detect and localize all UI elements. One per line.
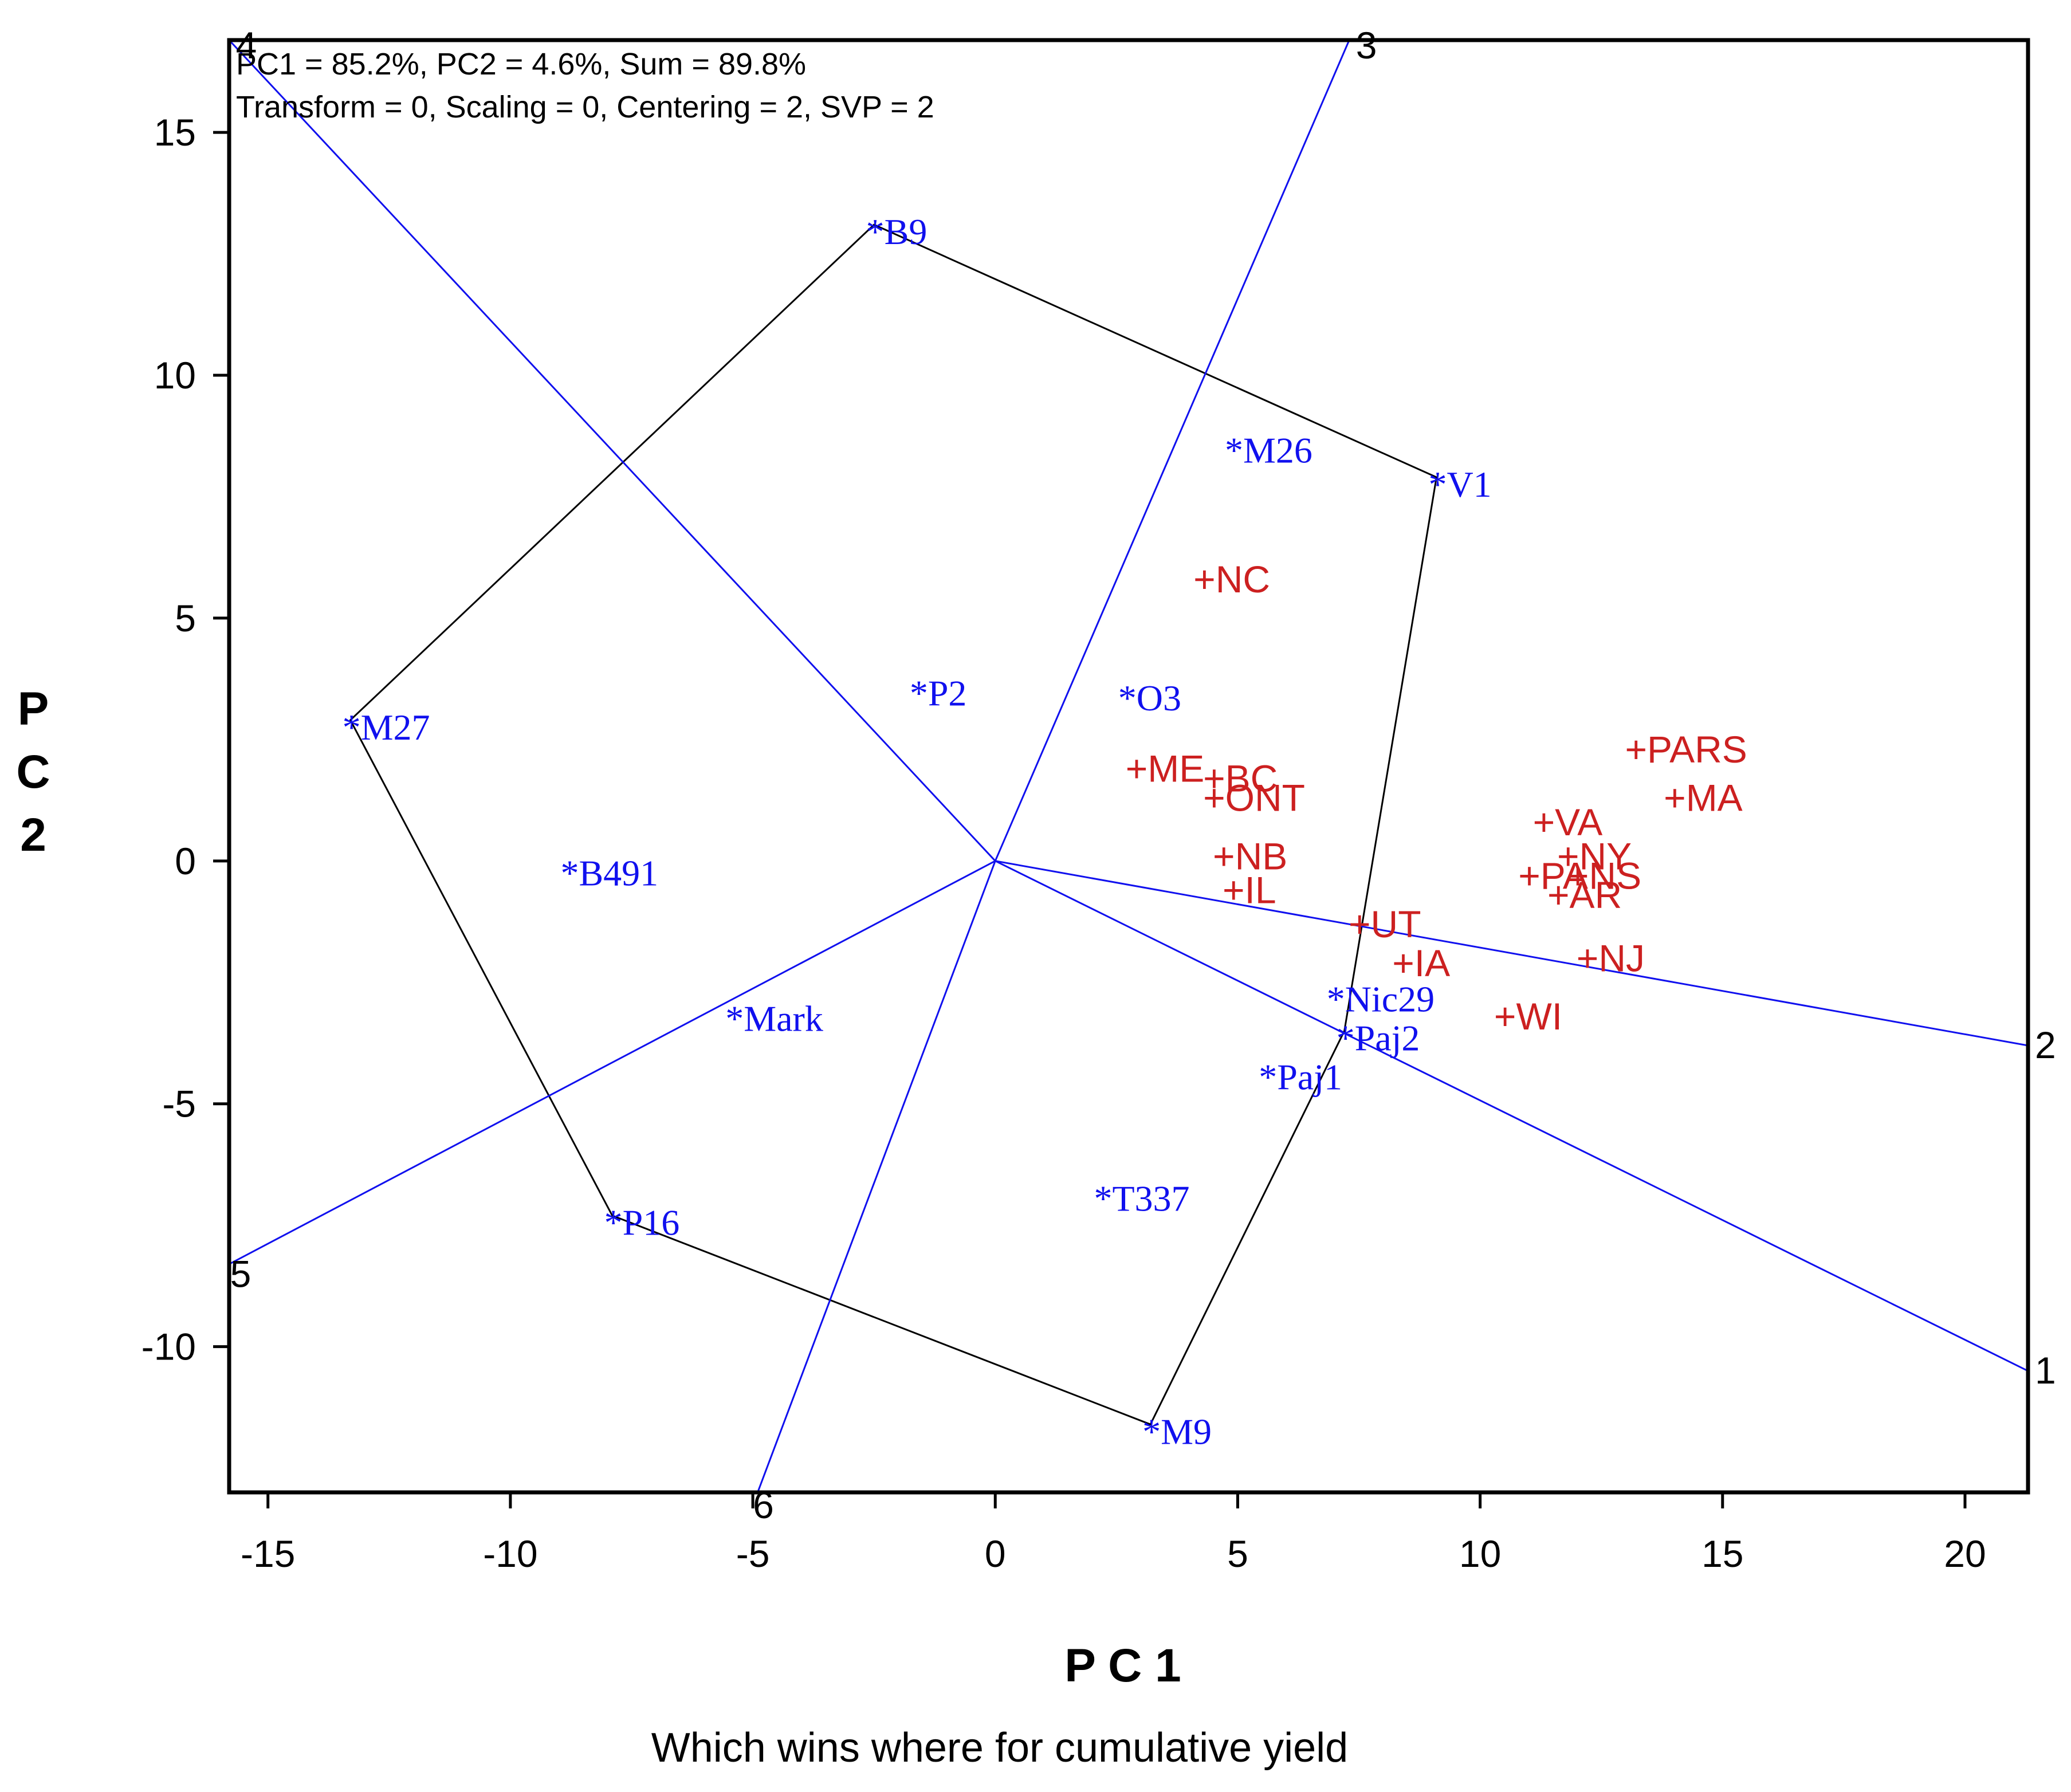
sector-label-1: 1: [2035, 1349, 2056, 1392]
environment-point-ont: +ONT: [1203, 777, 1305, 819]
genotype-point-t337: *T337: [1094, 1178, 1189, 1219]
sector-label-4: 4: [236, 24, 257, 66]
x-axis: -15 -10 -5 0 5 10 15 20: [241, 1492, 1986, 1575]
environment-layer: +NC +PARS +MA +ME+BC+ONT +VA+NY +NB +PA+NS+AR +…: [1126, 558, 1747, 1038]
environment-point-ia: +IA: [1392, 942, 1450, 984]
sector-ray-2: [995, 860, 2028, 1047]
plot-frame: [227, 38, 2030, 1495]
sector-label-5: 5: [230, 1253, 251, 1295]
genotype-point-o3: *O3: [1118, 678, 1181, 718]
environment-point-wi: +WI: [1494, 995, 1562, 1038]
environment-point-me: +ME: [1126, 748, 1205, 790]
info-text: PC1 = 85.2%, PC2 = 4.6%, Sum = 89.8% Tra…: [236, 47, 934, 124]
environment-point-pa: +PA: [1518, 854, 1588, 897]
y-axis-title-2: 2: [20, 809, 46, 861]
x-tick-label: 0: [985, 1532, 1006, 1575]
environment-point-va: +VA: [1533, 801, 1603, 843]
x-tick-label: 15: [1701, 1532, 1743, 1575]
genotype-point-p16: *P16: [604, 1202, 680, 1243]
x-tick-label: 10: [1459, 1532, 1501, 1575]
x-tick-label: -15: [241, 1532, 295, 1575]
environment-point-bc: +BC: [1203, 757, 1278, 800]
sector-label-3: 3: [1356, 24, 1377, 66]
sector-ray-5: [229, 860, 996, 1265]
sector-ray-layer: [229, 40, 2028, 1492]
genotype-point-paj1: *Paj1: [1259, 1056, 1342, 1097]
y-axis-title-c: C: [16, 746, 50, 798]
environment-point-nj: +NJ: [1577, 937, 1645, 979]
genotype-point-b491: *B491: [560, 852, 658, 893]
y-axis: -10 -5 0 5 10 15: [142, 111, 229, 1368]
genotype-point-m26: *M26: [1225, 430, 1312, 471]
sector-ray-6: [757, 860, 996, 1492]
info-line-variance: PC1 = 85.2%, PC2 = 4.6%, Sum = 89.8%: [236, 47, 806, 81]
environment-point-nb: +NB: [1213, 835, 1287, 877]
environment-point-il: +IL: [1223, 869, 1276, 911]
environment-point-ma: +MA: [1664, 777, 1743, 819]
genotype-point-paj2: *Paj2: [1337, 1018, 1420, 1059]
x-tick-label: -10: [483, 1532, 537, 1575]
y-tick-label: 5: [175, 597, 196, 639]
y-tick-label: -10: [142, 1326, 196, 1368]
chart-caption: Which wins where for cumulative yield: [651, 1725, 1348, 1771]
y-axis-title-p: P: [18, 683, 49, 735]
convex-hull: [349, 223, 1438, 1426]
info-line-settings: Transform = 0, Scaling = 0, Centering = …: [236, 90, 934, 124]
environment-point-nc: +NC: [1193, 558, 1270, 600]
genotype-point-p2: *P2: [910, 673, 967, 714]
sector-ray-3: [994, 40, 1350, 862]
genotype-point-m9: *M9: [1142, 1411, 1212, 1452]
genotype-point-m27: *M27: [343, 707, 430, 748]
environment-point-ut: +UT: [1349, 903, 1421, 945]
y-tick-label: 0: [175, 840, 196, 882]
x-axis-title: P C 1: [1064, 1640, 1181, 1692]
sector-label-6: 6: [753, 1484, 774, 1526]
y-tick-label: 10: [154, 354, 196, 396]
genotype-point-b9: *B9: [866, 211, 928, 252]
environment-point-ns: +NS: [1567, 854, 1641, 897]
sector-label-layer: 1 2 3 4 5 6: [230, 24, 2056, 1526]
genotype-point-nic29: *Nic29: [1327, 979, 1435, 1020]
hull-layer: [349, 223, 1438, 1426]
genotype-point-v1: *V1: [1428, 464, 1491, 505]
environment-point-pars: +PARS: [1625, 728, 1747, 771]
sector-label-2: 2: [2035, 1024, 2056, 1066]
genotype-point-mark: *Mark: [725, 999, 823, 1039]
y-tick-label: 15: [154, 111, 196, 154]
x-tick-label: -5: [736, 1532, 770, 1575]
x-tick-label: 5: [1227, 1532, 1248, 1575]
genotype-layer: *B9*M26*V1*P2 *O3*M27*B491*Mark *Nic29*Paj…: [343, 211, 1492, 1452]
y-tick-label: -5: [162, 1083, 196, 1125]
sector-ray-4: [229, 40, 996, 862]
x-tick-label: 20: [1944, 1532, 1986, 1575]
environment-point-ar: +AR: [1547, 874, 1622, 916]
environment-point-ny: +NY: [1557, 835, 1632, 877]
sector-ray-1: [995, 860, 2028, 1372]
